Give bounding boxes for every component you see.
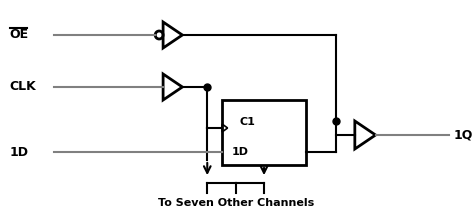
- Text: 1Q: 1Q: [453, 128, 472, 142]
- Text: C1: C1: [239, 117, 255, 127]
- Text: 1D: 1D: [10, 145, 29, 159]
- Text: To Seven Other Channels: To Seven Other Channels: [157, 198, 313, 208]
- Text: OE: OE: [10, 29, 29, 41]
- Bar: [222, 100, 305, 165]
- Text: 1D: 1D: [231, 147, 248, 157]
- Text: CLK: CLK: [10, 81, 37, 93]
